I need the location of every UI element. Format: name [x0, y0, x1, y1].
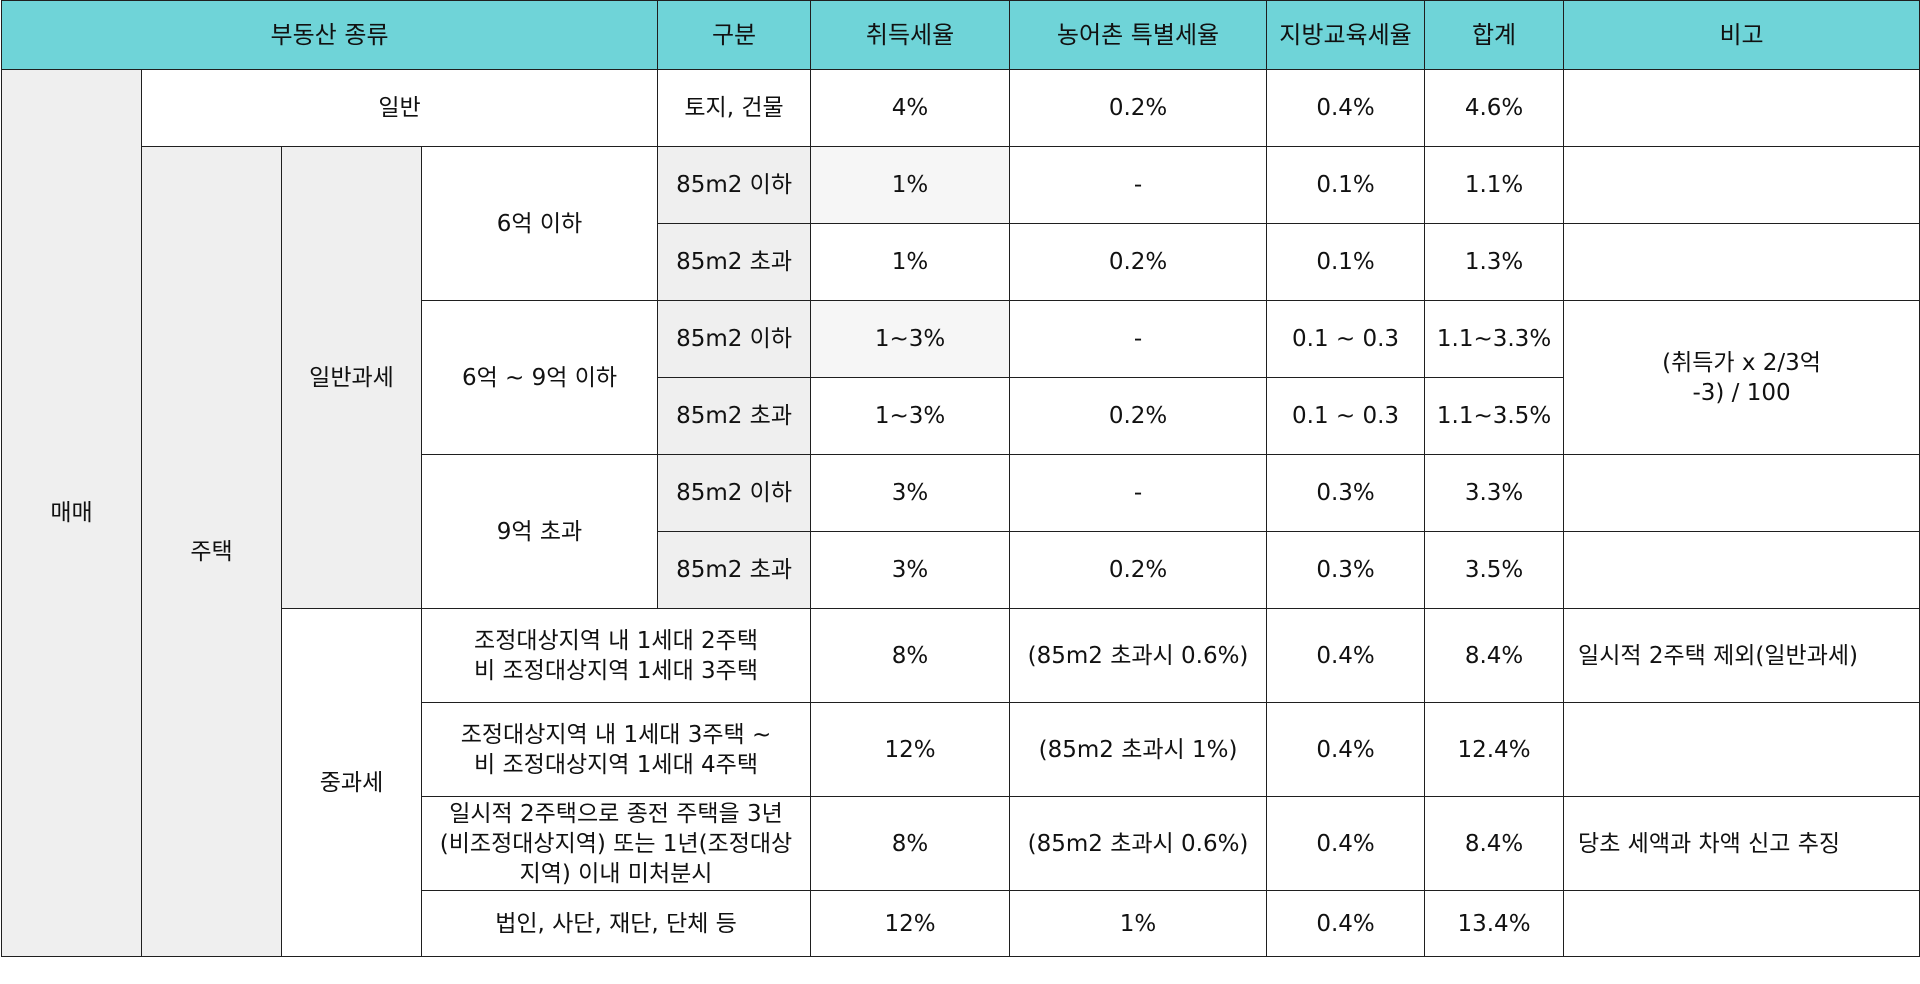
heavy-desc-cell: 조정대상지역 내 1세대 2주택 비 조정대상지역 1세대 3주택 — [420, 608, 812, 703]
header-edu: 지방교육세율 — [1266, 0, 1426, 70]
header-acq: 취득세율 — [810, 0, 1011, 70]
header-row: 부동산 종류 구분 취득세율 농어촌 특별세율 지방교육세율 합계 비고 — [0, 0, 1920, 70]
group-trade: 매매 — [1, 69, 142, 957]
rural-cell: - — [1009, 146, 1268, 224]
division-cell: 85m2 이하 — [657, 300, 812, 378]
table-row: 85m2 초과 1~3% 0.2% 0.1 ~ 0.3 1.1~3.5% — [2, 377, 1920, 455]
acq-cell: 8% — [810, 796, 1011, 891]
heavy-desc-cell: 일시적 2주택으로 종전 주택을 3년 (비조정대상지역) 또는 1년(조정대상… — [420, 796, 812, 891]
note-cell: (취득가 x 2/3억 -3) / 100 — [1563, 300, 1920, 455]
table-row: 9억 초과 85m2 이하 3% - 0.3% 3.3% — [2, 454, 1920, 609]
total-cell: 13.4% — [1424, 890, 1565, 957]
acq-cell: 4% — [810, 69, 1011, 147]
acq-cell: 3% — [810, 454, 1011, 532]
total-cell: 1.1~3.5% — [1424, 377, 1565, 455]
category-general-tax: 일반과세 — [281, 146, 422, 609]
table-row: 85m2 초과 3% 0.2% 0.3% 3.5% — [2, 531, 1920, 609]
note-cell — [1563, 223, 1920, 301]
division-cell: 85m2 이하 — [657, 454, 812, 532]
total-cell: 4.6% — [1424, 69, 1565, 147]
rural-cell: (85m2 초과시 1%) — [1009, 702, 1268, 797]
tax-rate-table: 부동산 종류 구분 취득세율 농어촌 특별세율 지방교육세율 합계 비고 매매 … — [0, 0, 1920, 957]
acq-cell: 1~3% — [810, 377, 1011, 455]
table-row: 6억 ~ 9억 이하 85m2 이하 1~3% - 0.1 ~ 0.3 1.1~… — [2, 300, 1920, 455]
header-rural: 농어촌 특별세율 — [1009, 0, 1268, 70]
note-cell — [1563, 454, 1920, 532]
division-cell: 85m2 초과 — [657, 223, 812, 301]
note-cell — [1563, 890, 1920, 957]
acq-cell: 8% — [810, 608, 1011, 703]
heavy-desc-cell: 법인, 사단, 재단, 단체 등 — [420, 890, 812, 957]
row-label: 일반 — [140, 69, 659, 147]
acq-cell: 1% — [810, 146, 1011, 224]
total-cell: 3.3% — [1424, 454, 1565, 532]
edu-cell: 0.1 ~ 0.3 — [1266, 377, 1426, 455]
rural-cell: (85m2 초과시 0.6%) — [1009, 796, 1268, 891]
rural-cell: 1% — [1009, 890, 1268, 957]
note-cell — [1563, 531, 1920, 609]
table-row: 주택 일반과세 6억 이하 85m2 이하 1% - 0.1% 1.1% — [2, 146, 1920, 957]
rural-cell: 0.2% — [1009, 377, 1268, 455]
edu-cell: 0.1% — [1266, 146, 1426, 224]
price-band: 9억 초과 — [420, 454, 659, 609]
rural-cell: - — [1009, 300, 1268, 378]
division-cell: 토지, 건물 — [657, 69, 812, 147]
acq-cell: 3% — [810, 531, 1011, 609]
edu-cell: 0.4% — [1266, 69, 1426, 147]
table-row: 조정대상지역 내 1세대 3주택 ~ 비 조정대상지역 1세대 4주택 12% … — [2, 702, 1920, 797]
price-band: 6억 이하 — [420, 146, 659, 301]
note-cell — [1563, 702, 1920, 797]
division-cell: 85m2 초과 — [657, 377, 812, 455]
total-cell: 8.4% — [1424, 796, 1565, 891]
total-cell: 3.5% — [1424, 531, 1565, 609]
total-cell: 1.1% — [1424, 146, 1565, 224]
heavy-desc-cell: 조정대상지역 내 1세대 3주택 ~ 비 조정대상지역 1세대 4주택 — [420, 702, 812, 797]
rural-cell: 0.2% — [1009, 531, 1268, 609]
division-cell: 85m2 이하 — [657, 146, 812, 224]
acq-cell: 1~3% — [810, 300, 1011, 378]
total-cell: 8.4% — [1424, 608, 1565, 703]
total-cell: 1.1~3.3% — [1424, 300, 1565, 378]
edu-cell: 0.1 ~ 0.3 — [1266, 300, 1426, 378]
table-row: 중과세 조정대상지역 내 1세대 2주택 비 조정대상지역 1세대 3주택 8%… — [2, 608, 1920, 957]
total-cell: 1.3% — [1424, 223, 1565, 301]
table-row: 85m2 초과 1% 0.2% 0.1% 1.3% — [2, 223, 1920, 301]
division-cell: 85m2 초과 — [657, 531, 812, 609]
edu-cell: 0.1% — [1266, 223, 1426, 301]
edu-cell: 0.4% — [1266, 796, 1426, 891]
edu-cell: 0.3% — [1266, 531, 1426, 609]
rural-cell: (85m2 초과시 0.6%) — [1009, 608, 1268, 703]
header-division: 구분 — [657, 0, 812, 70]
rural-cell: 0.2% — [1009, 223, 1268, 301]
price-band: 6억 ~ 9억 이하 — [420, 300, 659, 455]
edu-cell: 0.4% — [1266, 702, 1426, 797]
group-house: 주택 — [141, 146, 282, 957]
header-total: 합계 — [1424, 0, 1565, 70]
edu-cell: 0.3% — [1266, 454, 1426, 532]
edu-cell: 0.4% — [1266, 890, 1426, 957]
rural-cell: 0.2% — [1009, 69, 1268, 147]
note-cell — [1563, 69, 1920, 147]
note-cell: 당초 세액과 차액 신고 추징 — [1563, 796, 1920, 891]
header-note: 비고 — [1563, 0, 1920, 70]
table-row: 매매 일반 토지, 건물 4% 0.2% 0.4% 4.6% — [1, 69, 1920, 957]
acq-cell: 12% — [810, 890, 1011, 957]
acq-cell: 12% — [810, 702, 1011, 797]
note-cell: 일시적 2주택 제외(일반과세) — [1563, 608, 1920, 703]
category-heavy-tax: 중과세 — [281, 608, 422, 957]
table-row: 법인, 사단, 재단, 단체 등 12% 1% 0.4% 13.4% — [2, 890, 1920, 957]
total-cell: 12.4% — [1424, 702, 1565, 797]
table-row: 일시적 2주택으로 종전 주택을 3년 (비조정대상지역) 또는 1년(조정대상… — [2, 796, 1920, 891]
edu-cell: 0.4% — [1266, 608, 1426, 703]
header-type: 부동산 종류 — [0, 0, 659, 70]
acq-cell: 1% — [810, 223, 1011, 301]
note-cell — [1563, 146, 1920, 224]
rural-cell: - — [1009, 454, 1268, 532]
